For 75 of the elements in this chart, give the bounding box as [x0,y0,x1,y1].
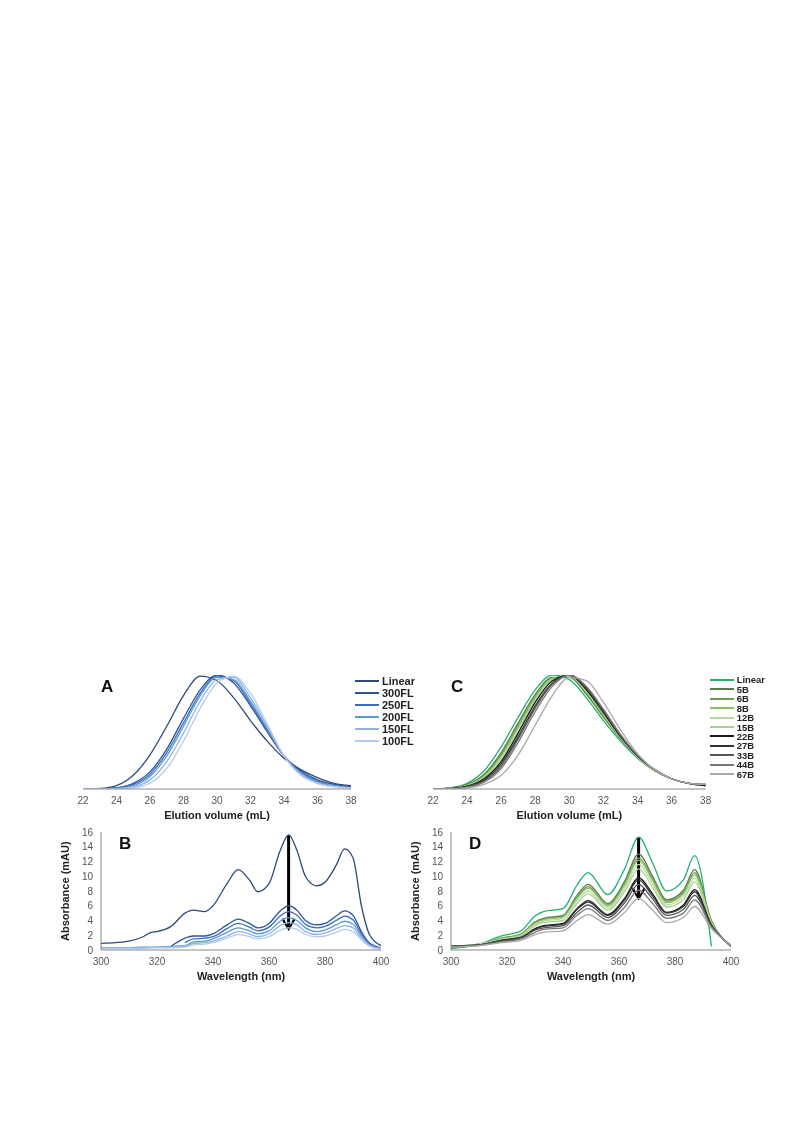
y-tick-label: 12 [81,856,94,868]
annotation: D [469,834,482,854]
x-tick-label: 380 [666,956,684,968]
y-tick-label: 14 [81,841,94,853]
y-tick-label: 16 [431,826,444,838]
x-tick-label: 320 [498,956,516,968]
x-axis-title: Wavelength (nm) [196,970,286,982]
legend-label: 150FL [381,723,414,735]
x-tick-label: 38 [700,795,712,807]
y-tick-label: 8 [87,885,94,897]
x-tick-label: 380 [316,956,334,968]
y-tick-label: 16 [81,826,94,838]
y-tick-label: 6 [87,900,94,912]
legend-label: 33B [736,749,754,761]
legend-label: 300FL [381,687,414,699]
y-tick-label: 10 [431,870,444,882]
legend-label: 22B [736,730,754,742]
y-axis-title: Absorbance (mAU) [408,841,421,941]
x-tick-label: 28 [177,795,190,807]
annotation: B [119,834,132,854]
annotation: A [101,677,114,697]
x-tick-label: 34 [631,795,644,807]
x-tick-label: 340 [554,956,572,968]
y-tick-label: 4 [437,915,444,927]
y-tick-label: 0 [87,944,94,956]
x-tick-label: 320 [148,956,166,968]
y-tick-label: 6 [437,900,444,912]
y-tick-label: 14 [431,841,444,853]
y-tick-label: 2 [437,929,444,941]
y-tick-label: 2 [87,929,94,941]
legend-label: 8B [736,702,749,714]
legend-label: Linear [736,674,765,686]
x-tick-label: 38 [345,795,357,807]
legend-label: 15B [736,721,754,733]
legend-label: 200FL [381,711,414,723]
x-tick-label: 400 [722,956,740,968]
x-tick-label: 36 [311,795,324,807]
y-tick-label: 0 [437,944,444,956]
legend-label: 5B [736,683,749,695]
x-tick-label: 30 [211,795,223,807]
x-tick-label: 26 [144,795,156,807]
x-axis-title: Elution volume (mL) [516,809,623,821]
x-tick-label: 24 [461,795,474,807]
x-tick-label: 340 [204,956,222,968]
x-tick-label: 28 [529,795,542,807]
y-tick-label: 8 [437,885,444,897]
x-tick-label: 22 [77,795,89,807]
legend-label: 44B [736,759,754,771]
x-tick-label: 26 [495,795,508,807]
legend-label: 250FL [381,699,414,711]
legend-label: 27B [736,740,754,752]
x-tick-label: 22 [427,795,439,807]
y-tick-label: 4 [87,915,94,927]
x-tick-label: 300 [442,956,460,968]
x-tick-label: 360 [260,956,278,968]
legend-label: 12B [736,712,754,724]
annotation: C [451,677,464,697]
x-tick-label: 30 [563,795,576,807]
x-tick-label: 34 [278,795,290,807]
y-axis-title: Absorbance (mAU) [58,841,71,941]
y-tick-label: 12 [431,856,444,868]
x-tick-label: 36 [666,795,678,807]
x-tick-label: 32 [597,795,610,807]
y-tick-label: 10 [81,870,94,882]
x-axis-title: Elution volume (mL) [164,809,271,821]
legend-label: 67B [736,768,754,780]
legend-label: 100FL [381,735,414,747]
legend-label: Linear [381,675,415,687]
x-tick-label: 360 [610,956,628,968]
x-tick-label: 300 [92,956,110,968]
x-axis-title: Wavelength (nm) [546,970,636,982]
x-tick-label: 24 [110,795,123,807]
legend-label: 6B [736,693,749,705]
x-tick-label: 32 [244,795,257,807]
x-tick-label: 400 [372,956,390,968]
